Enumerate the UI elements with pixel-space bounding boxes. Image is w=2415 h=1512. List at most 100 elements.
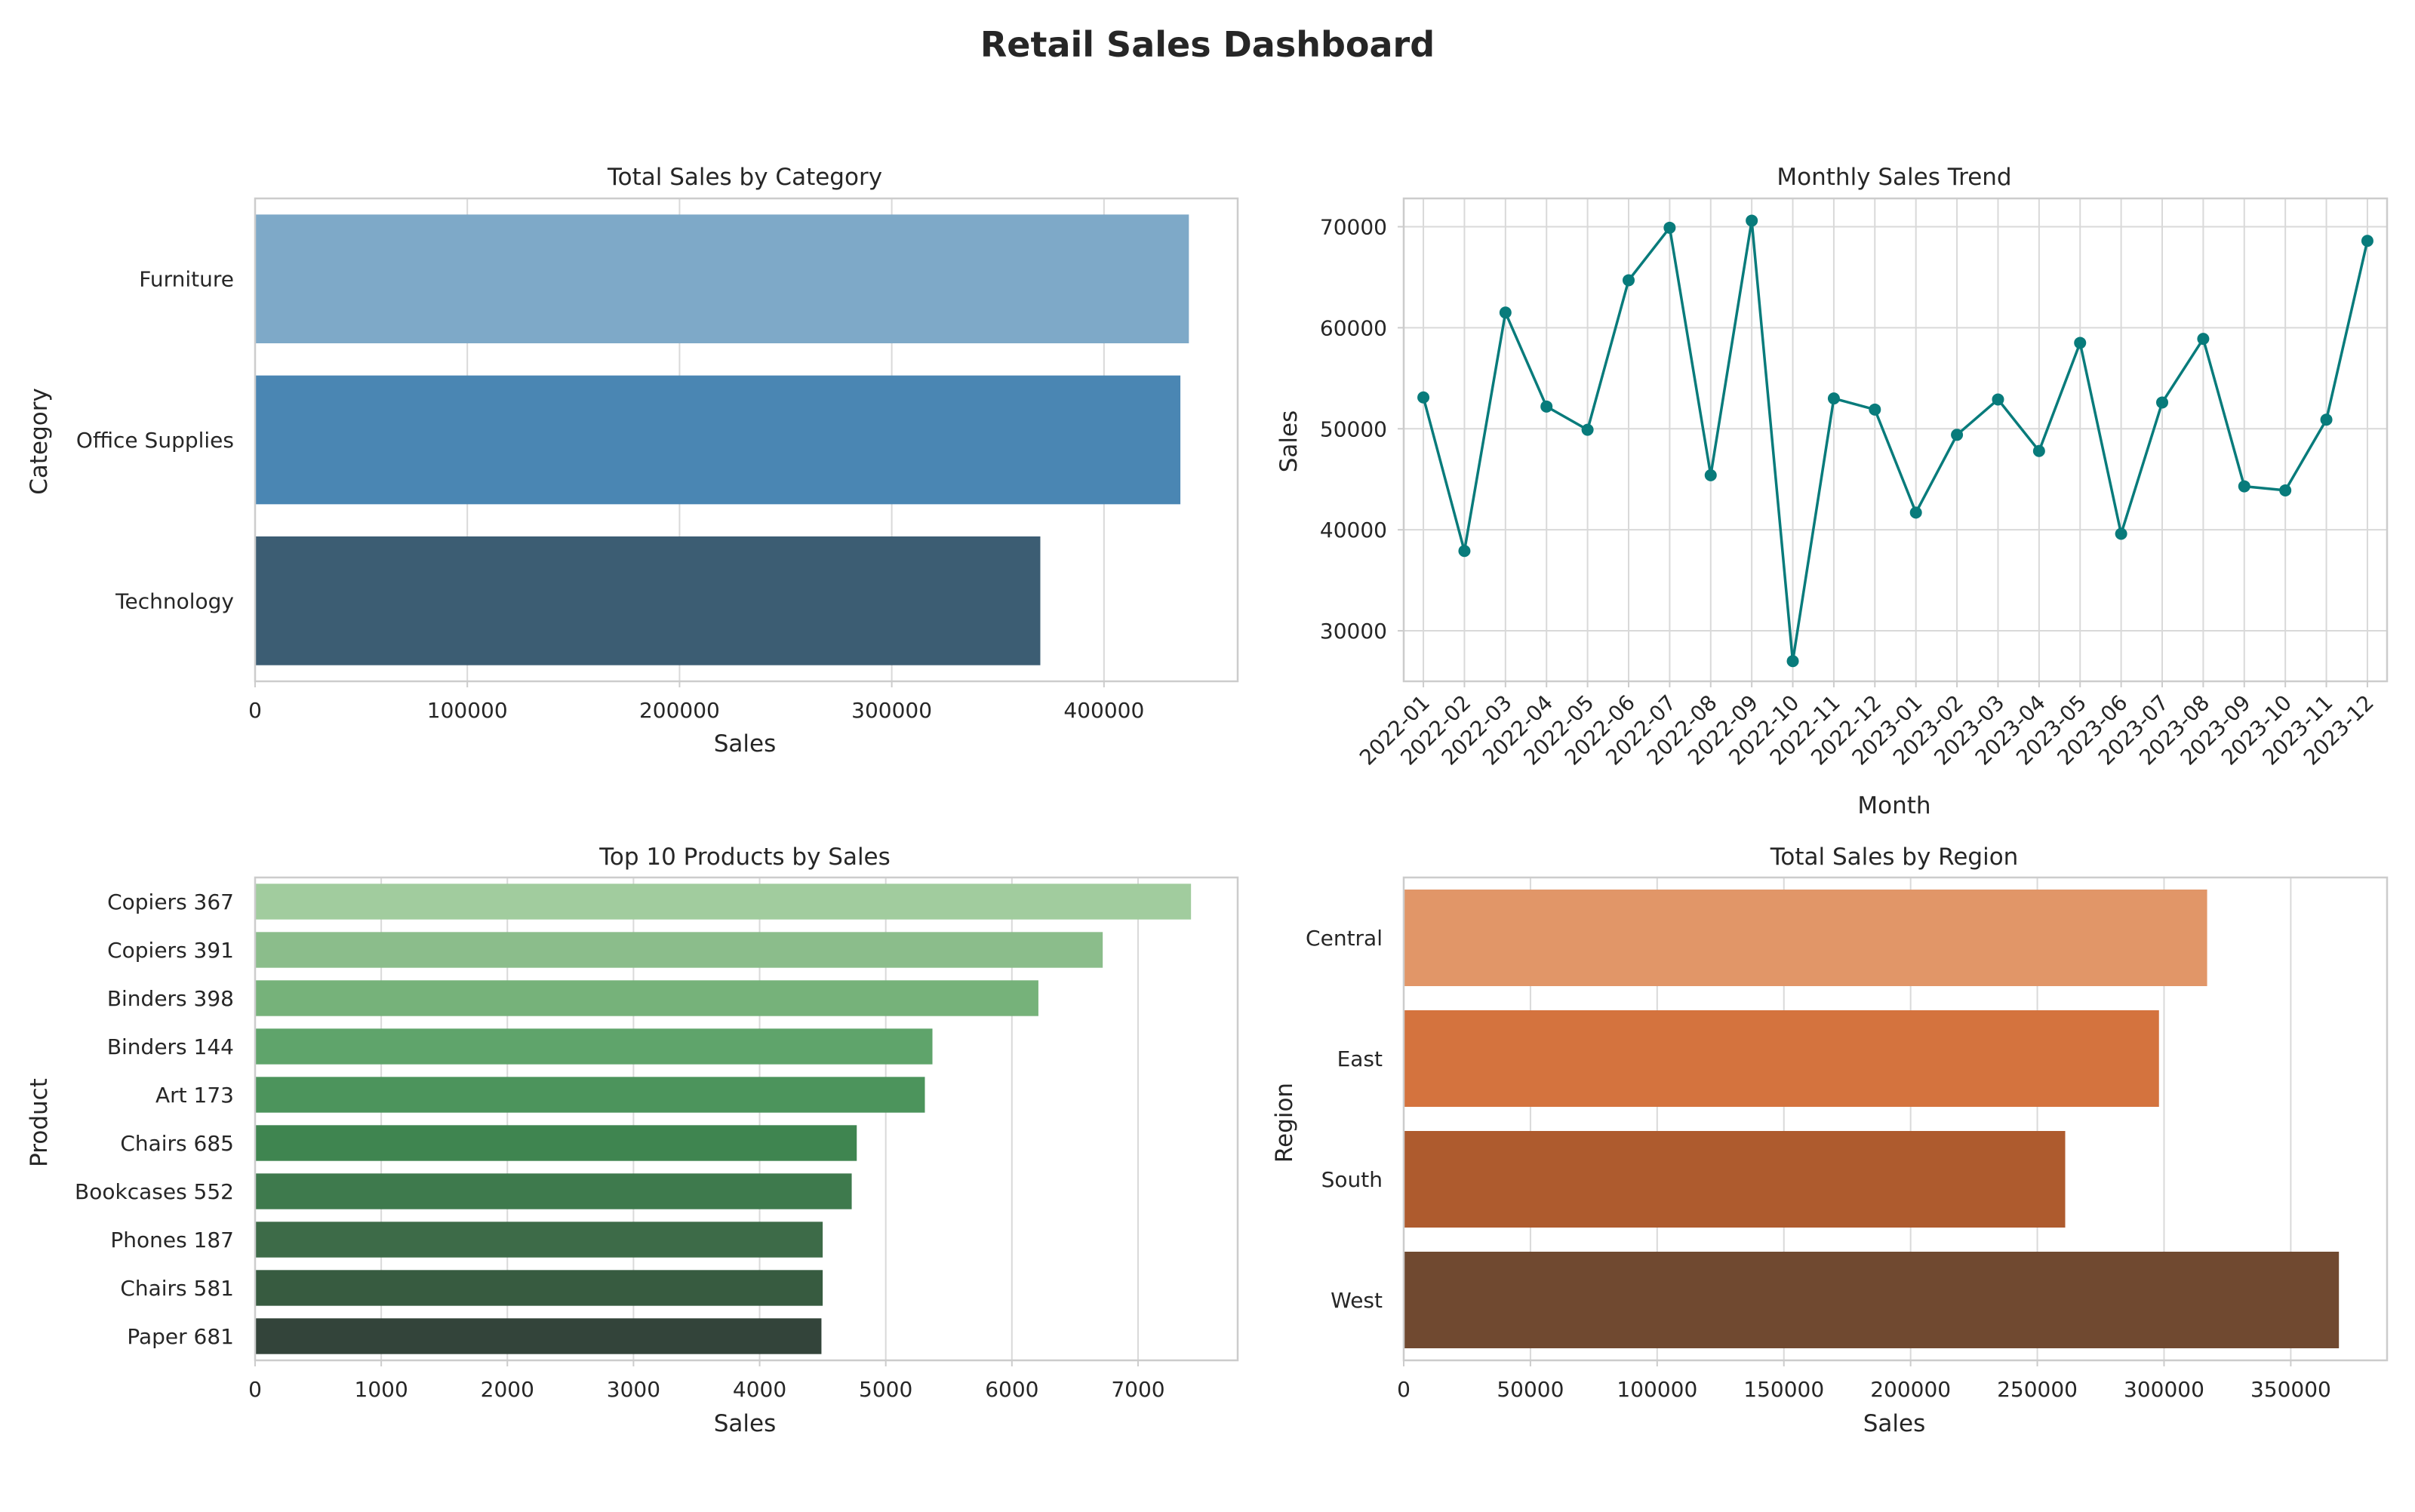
data-point [1540,400,1553,413]
y-tick-label: Technology [115,589,234,613]
bar [1404,890,2207,986]
y-tick-label: Art 173 [155,1083,234,1108]
data-point [2238,480,2250,493]
bar [1404,1252,2340,1348]
y-axis-label: Region [1271,1083,1298,1163]
x-tick-label: 0 [1397,1377,1411,1402]
data-point [1417,391,1430,404]
x-tick-label: 3000 [607,1377,660,1402]
bar [255,214,1189,343]
x-tick-label: 350000 [2250,1377,2331,1402]
y-tick-label: 40000 [1320,518,1387,542]
sales-line [1422,220,2369,662]
x-tick-label: 400000 [1063,698,1144,723]
bar [255,932,1103,968]
x-axis-label: Sales [1863,1410,1926,1437]
x-axis-label: Sales [714,1410,777,1437]
x-tick-label: 100000 [1617,1377,1697,1402]
plot-frame [1402,197,2389,683]
x-tick-label: 5000 [859,1377,912,1402]
data-point [1827,392,1840,405]
panel-title: Monthly Sales Trend [1777,164,2011,191]
bar [1404,1010,2159,1107]
x-tick-label: 4000 [733,1377,786,1402]
x-tick-label: 250000 [1997,1377,2078,1402]
data-point [2032,444,2045,457]
y-axis-label: Category [26,388,53,495]
x-tick-label: 7000 [1111,1377,1164,1402]
top-products-panel: Top 10 Products by Sales Sales Product 0… [26,844,1239,1437]
bar [255,1173,852,1209]
bar [255,536,1041,665]
bar [255,1318,822,1354]
x-tick-label: 0 [248,698,262,723]
data-point [1992,393,2004,406]
y-tick-label: 60000 [1320,315,1387,340]
data-point [2197,333,2210,346]
plot-frame [254,197,1239,683]
x-tick-label: 200000 [1870,1377,1951,1402]
y-tick-label: Copiers 367 [107,890,234,914]
data-point [1581,423,1594,436]
monthly-trend-panel: Monthly Sales Trend Month Sales 30000 400… [1275,164,2389,819]
y-tick-label: Office Supplies [76,428,234,453]
bar [255,1125,857,1161]
y-tick-label: Paper 681 [127,1324,234,1349]
data-point [2361,235,2373,247]
x-tick-label: 0 [248,1377,262,1402]
data-point [1622,274,1635,287]
bar [1404,1131,2066,1228]
x-tick-label: 1000 [355,1377,408,1402]
data-point [2156,396,2169,409]
data-point [1499,306,1512,319]
y-tick-label: Chairs 685 [120,1131,234,1156]
x-tick-label: 100000 [427,698,508,723]
plot-frame [1402,876,2389,1362]
data-point [2115,527,2127,540]
data-point [2074,337,2087,349]
y-tick-label: South [1321,1167,1383,1192]
panel-title: Total Sales by Region [1770,844,2019,871]
data-point [1951,429,1964,441]
y-tick-label: Binders 398 [107,986,234,1011]
y-tick-label: West [1331,1288,1383,1313]
y-tick-label: 50000 [1320,416,1387,441]
bar [255,1077,925,1113]
x-tick-label: 6000 [985,1377,1038,1402]
data-point [2320,413,2333,426]
x-tick-label: 50000 [1497,1377,1564,1402]
x-tick-label: 150000 [1743,1377,1824,1402]
y-tick-label: Binders 144 [107,1034,234,1059]
plot-frame [254,876,1239,1362]
y-axis-label: Sales [1275,410,1303,473]
panel-title: Top 10 Products by Sales [598,844,891,871]
bar [255,980,1038,1016]
x-tick-label: 2000 [481,1377,534,1402]
y-tick-label: 70000 [1320,214,1387,239]
x-tick-label: 200000 [639,698,720,723]
bar [255,1028,933,1065]
bar [255,1222,823,1258]
y-tick-label: Furniture [139,267,234,292]
data-point [2279,484,2292,496]
data-point [1663,221,1676,234]
data-point [1869,403,1881,416]
x-tick-label: 300000 [851,698,932,723]
y-axis-label: Product [26,1078,53,1167]
data-point [1458,545,1471,558]
y-tick-label: Chairs 581 [120,1276,234,1301]
panel-title: Total Sales by Category [607,164,882,191]
data-point [1704,469,1717,481]
region-sales-panel: Total Sales by Region Sales Region 0 5000… [1271,844,2389,1437]
y-tick-label: Central [1306,926,1383,951]
y-tick-label: 30000 [1320,619,1387,644]
x-axis-label: Month [1857,792,1930,819]
y-tick-label: Phones 187 [110,1228,234,1252]
data-point [1909,506,1922,519]
y-tick-label: East [1337,1046,1383,1071]
category-sales-panel: Total Sales by Category Sales Category 0… [26,164,1239,758]
x-tick-label: 300000 [2124,1377,2204,1402]
data-point [1786,655,1799,668]
y-tick-label: Copiers 391 [107,938,234,963]
